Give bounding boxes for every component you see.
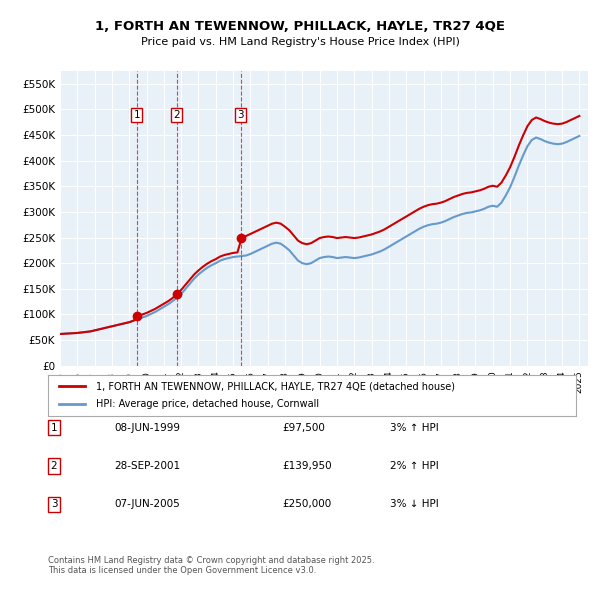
Text: 2: 2 (50, 461, 58, 471)
Text: 07-JUN-2005: 07-JUN-2005 (114, 500, 180, 509)
Text: 1, FORTH AN TEWENNOW, PHILLACK, HAYLE, TR27 4QE (detached house): 1, FORTH AN TEWENNOW, PHILLACK, HAYLE, T… (95, 381, 455, 391)
Text: Price paid vs. HM Land Registry's House Price Index (HPI): Price paid vs. HM Land Registry's House … (140, 38, 460, 47)
Text: £250,000: £250,000 (282, 500, 331, 509)
Text: £139,950: £139,950 (282, 461, 332, 471)
Text: HPI: Average price, detached house, Cornwall: HPI: Average price, detached house, Corn… (95, 399, 319, 409)
Text: 3% ↓ HPI: 3% ↓ HPI (390, 500, 439, 509)
Text: 1: 1 (50, 423, 58, 432)
Text: 08-JUN-1999: 08-JUN-1999 (114, 423, 180, 432)
Text: 3: 3 (238, 110, 244, 120)
Text: 2: 2 (173, 110, 180, 120)
Text: 3% ↑ HPI: 3% ↑ HPI (390, 423, 439, 432)
Text: Contains HM Land Registry data © Crown copyright and database right 2025.
This d: Contains HM Land Registry data © Crown c… (48, 556, 374, 575)
Text: 2% ↑ HPI: 2% ↑ HPI (390, 461, 439, 471)
Text: £97,500: £97,500 (282, 423, 325, 432)
Text: 3: 3 (50, 500, 58, 509)
Text: 28-SEP-2001: 28-SEP-2001 (114, 461, 180, 471)
Text: 1, FORTH AN TEWENNOW, PHILLACK, HAYLE, TR27 4QE: 1, FORTH AN TEWENNOW, PHILLACK, HAYLE, T… (95, 20, 505, 33)
Text: 1: 1 (134, 110, 140, 120)
